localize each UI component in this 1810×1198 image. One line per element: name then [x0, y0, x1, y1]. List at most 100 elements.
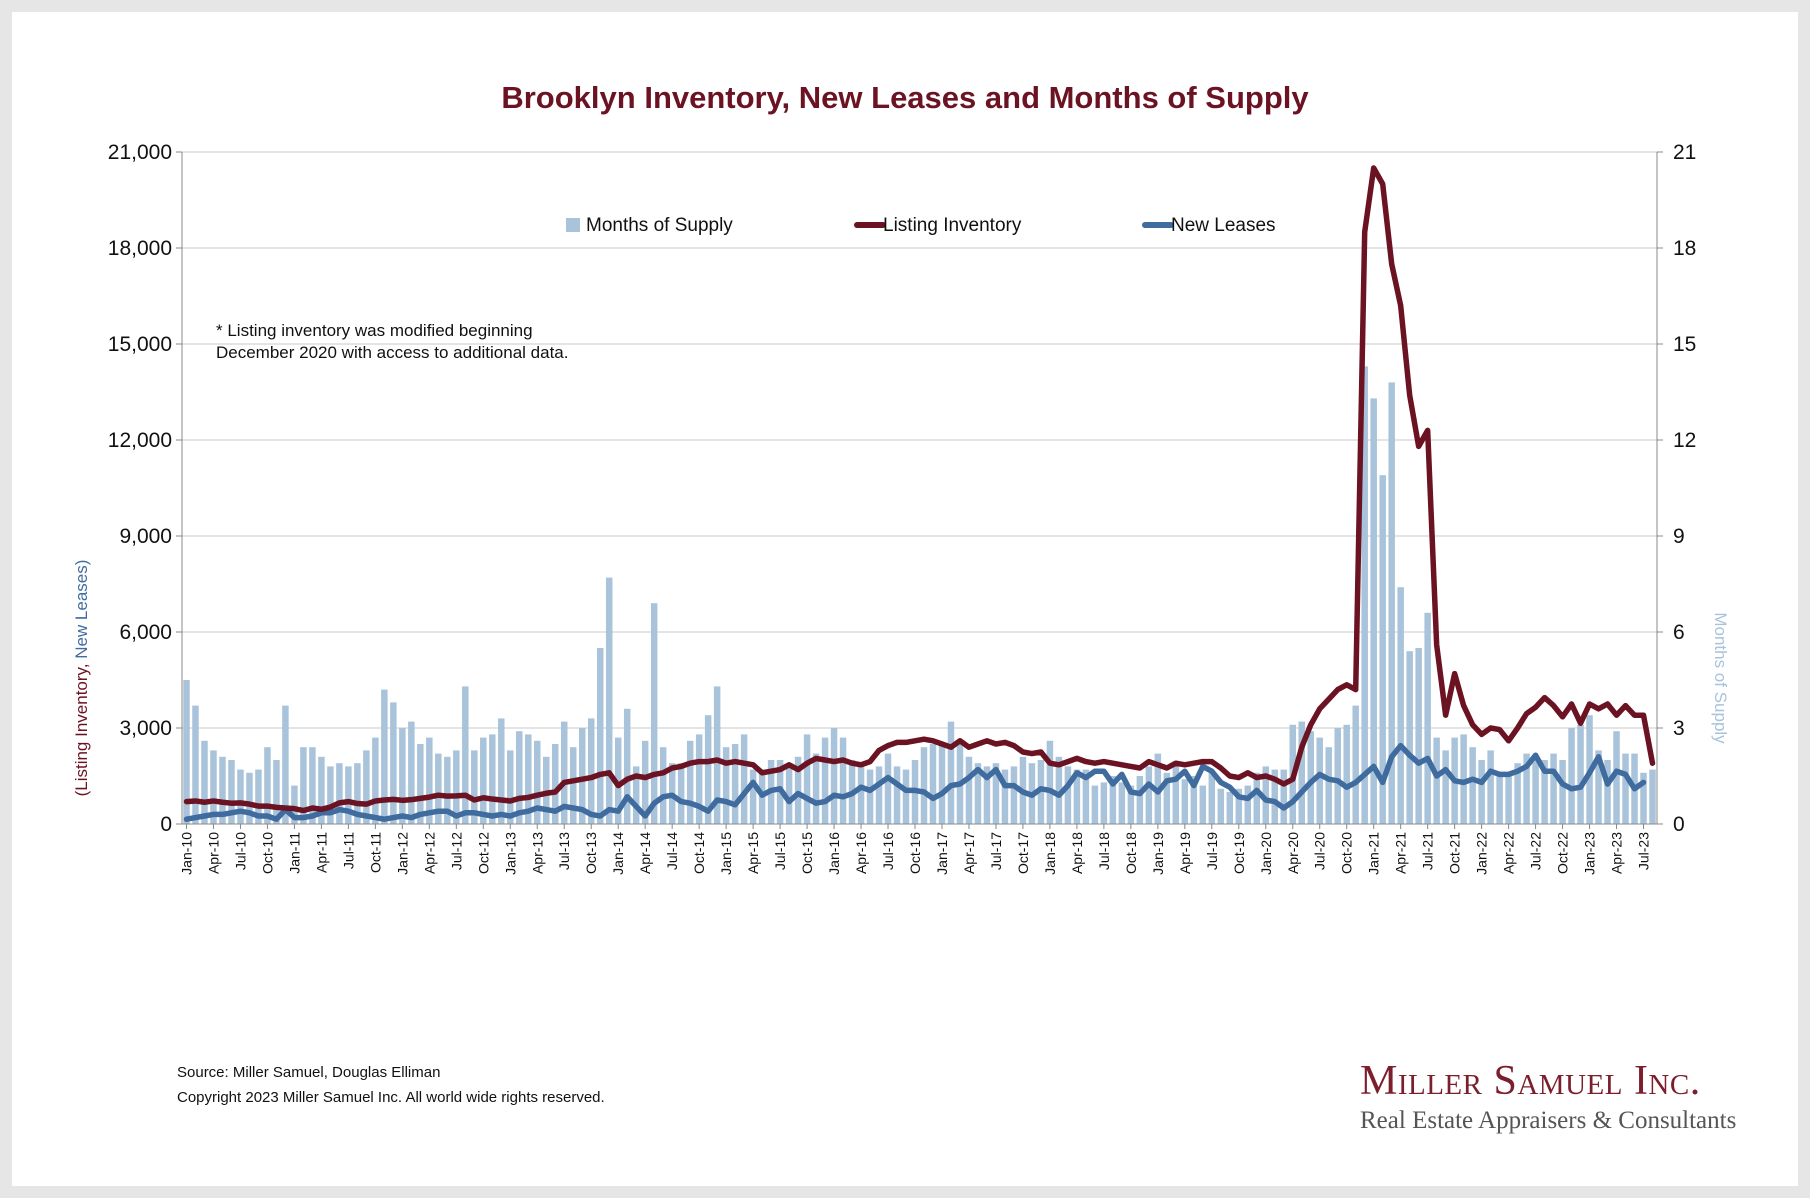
supply-bar [902, 769, 910, 824]
x-tick-label: Oct-10 [259, 832, 275, 874]
supply-bar [1253, 772, 1261, 824]
x-tick-label: Jan-22 [1474, 832, 1490, 875]
supply-bar [273, 760, 280, 824]
legend: Months of Supply Listing Inventory New L… [566, 215, 1276, 236]
x-tick-label: Oct-15 [799, 832, 815, 874]
supply-bar [830, 728, 838, 824]
supply-bar [1613, 731, 1620, 824]
x-tick-label: Jan-10 [179, 832, 195, 875]
supply-bar [1307, 731, 1314, 824]
supply-bar [1352, 705, 1359, 824]
supply-bar [462, 686, 469, 824]
supply-bar [1487, 750, 1494, 824]
supply-bar [1145, 766, 1153, 824]
supply-bar [543, 756, 550, 824]
x-tick-label: Apr-16 [853, 832, 869, 874]
x-tick-label: Jul-20 [1312, 832, 1328, 870]
supply-bar [300, 747, 307, 824]
supply-bar [713, 686, 721, 824]
supply-bar [534, 740, 541, 824]
x-tick-label: Jan-18 [1042, 832, 1058, 875]
supply-bar [1064, 766, 1072, 824]
left-axis-ticks: 0 3,000 6,000 9,000 12,000 15,000 18,000 21,000 [108, 141, 182, 836]
supply-bar [1505, 772, 1512, 824]
supply-bar [1397, 587, 1404, 824]
supply-bar [992, 763, 1000, 824]
supply-bar [525, 734, 532, 824]
supply-bar [336, 763, 343, 824]
chart-annotation: * Listing inventory was modified beginni… [216, 320, 568, 364]
x-tick-label: Apr-19 [1177, 832, 1193, 874]
supply-bar [1109, 776, 1117, 824]
supply-bar [1208, 772, 1216, 824]
supply-bar [408, 721, 415, 824]
supply-bar [1433, 737, 1440, 824]
supply-bar [1550, 753, 1557, 824]
x-tick-label: Oct-20 [1339, 832, 1355, 874]
x-tick-label: Jul-12 [448, 832, 464, 870]
supply-bar [327, 766, 334, 824]
x-axis-ticks: Jan-10 Apr-10 Jul-10 Oct-10 Jan-11 Apr-11 Jul-… [179, 824, 1652, 875]
supply-bar [578, 728, 586, 824]
x-tick-label: Jan-21 [1366, 832, 1382, 875]
supply-bar [435, 753, 442, 824]
x-tick-label: Oct-17 [1015, 832, 1031, 874]
x-tick-label: Jan-16 [826, 832, 842, 875]
supply-bar [480, 737, 487, 824]
x-tick-label: Jul-15 [772, 832, 788, 870]
supply-bar [390, 702, 397, 824]
supply-bar [983, 766, 991, 824]
x-tick-label: Apr-22 [1501, 832, 1517, 874]
supply-bar [1082, 769, 1090, 824]
supply-bar [1532, 760, 1539, 824]
x-tick-label: Apr-15 [745, 832, 761, 874]
supply-bar [938, 744, 946, 824]
x-tick-label: Jul-17 [988, 832, 1004, 870]
x-tick-label: Jul-14 [664, 832, 680, 870]
right-tick-label: 9 [1673, 525, 1685, 548]
x-tick-label: Jan-20 [1258, 832, 1274, 875]
supply-bar [399, 728, 406, 824]
supply-bar [1460, 734, 1467, 824]
supply-bar [947, 721, 955, 824]
x-tick-label: Jan-11 [286, 832, 302, 874]
supply-bar [363, 750, 370, 824]
x-tick-label: Jan-15 [718, 832, 734, 875]
x-tick-label: Jul-11 [340, 832, 356, 869]
supply-bar [623, 708, 631, 824]
supply-bar [785, 766, 793, 824]
supply-bar [264, 747, 271, 824]
left-tick-label: 12,000 [108, 429, 172, 452]
chart-svg: Brooklyn Inventory, New Leases and Month… [72, 80, 1730, 875]
x-tick-label: Jul-22 [1528, 832, 1544, 870]
supply-bar [821, 737, 829, 824]
supply-bar [794, 756, 802, 824]
x-tick-label: Jul-10 [232, 832, 248, 870]
right-tick-label: 12 [1673, 429, 1696, 452]
supply-bar [1343, 724, 1350, 824]
supply-bar [1316, 737, 1323, 824]
supply-bar [1622, 753, 1629, 824]
supply-bar [587, 718, 595, 824]
supply-bar [219, 756, 226, 824]
supply-bar [1091, 785, 1099, 824]
supply-bar [417, 744, 424, 824]
supply-bar [803, 734, 811, 824]
supply-bar [1172, 763, 1180, 824]
x-tick-label: Oct-18 [1123, 832, 1139, 874]
legend-swatch-months-of-supply [566, 218, 580, 232]
x-tick-label: Jul-13 [556, 832, 572, 870]
supply-bar [1181, 779, 1189, 824]
supply-bar [561, 721, 568, 824]
supply-bar [471, 750, 478, 824]
supply-bar [875, 766, 883, 824]
supply-bar [444, 756, 451, 824]
supply-bar [1640, 772, 1647, 824]
supply-bar [1334, 728, 1341, 824]
supply-bar [201, 740, 208, 824]
supply-bar [641, 740, 649, 824]
right-tick-label: 6 [1673, 621, 1685, 644]
supply-bar [426, 737, 433, 824]
left-tick-label: 18,000 [108, 237, 172, 260]
x-tick-label: Apr-23 [1609, 832, 1625, 874]
